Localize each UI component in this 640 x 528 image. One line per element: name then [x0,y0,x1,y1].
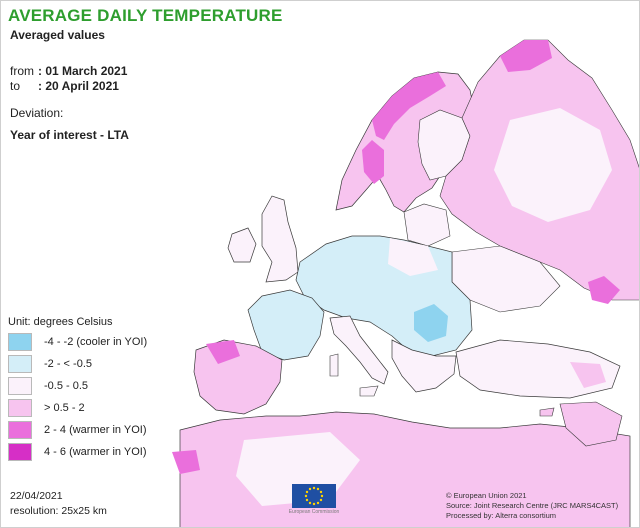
russia-southeast-warm [588,276,620,304]
processed-line: Processed by: Alterra consortium [446,511,557,520]
legend-label: 4 - 6 (warmer in YOI) [44,446,147,458]
european-commission-logo: European Commission [282,484,346,522]
legend-item: 2 - 4 (warmer in YOI) [8,420,198,440]
great-britain-region [261,195,299,283]
logo-text: European Commission [288,509,340,515]
legend-swatch [8,399,32,417]
eu-flag-icon [292,484,336,508]
map-title: AVERAGE DAILY TEMPERATURE [8,6,283,25]
period-to: to : 20 April 2021 [10,79,119,93]
eu-stars-icon [304,486,324,506]
resolution-label: resolution: 25x25 km [10,505,107,517]
balkans-region [391,339,457,393]
sardinia-region [329,353,339,377]
france-region [247,289,325,361]
legend-item: -2 - < -0.5 [8,354,198,374]
source-line: Source: Joint Research Centre (JRC MARS4… [446,501,619,510]
legend-swatch [8,355,32,373]
ireland-region [227,227,257,263]
from-value: : 01 March 2021 [38,64,128,78]
sweden-warm [362,140,384,184]
spain-warm [206,340,240,364]
issue-date: 22/04/2021 [10,490,63,502]
central-europe-region [295,235,473,357]
turkey-region [455,339,621,399]
russia-north-warm [500,40,552,72]
legend-label: > 0.5 - 2 [44,402,85,414]
north-africa-warm [172,450,200,474]
copyright-line: © European Union 2021 [446,491,527,500]
turkey-east-warm [570,362,606,388]
to-label: to [10,79,21,93]
legend-label: -2 - < -0.5 [44,358,92,370]
legend-unit: Unit: degrees Celsius [8,316,113,328]
russia-interior-neutral [494,108,612,222]
italy-region [329,315,389,385]
sicily-region [359,385,379,397]
period-from: from : 01 March 2021 [10,64,127,78]
deviation-value: Year of interest - LTA [10,128,129,142]
cyprus-region [539,407,555,417]
deviation-label: Deviation: [10,106,64,120]
legend-swatch [8,333,32,351]
norway-north-warm [372,72,446,140]
legend-label: -4 - -2 (cooler in YOI) [44,336,148,348]
legend-item: -0.5 - 0.5 [8,376,198,396]
credits: © European Union 2021 Source: Joint Rese… [446,491,618,521]
near-east-region [559,401,623,447]
legend-item: 4 - 6 (warmer in YOI) [8,442,198,462]
map-subtitle: Averaged values [10,28,105,42]
legend-item: > 0.5 - 2 [8,398,198,418]
legend-swatch [8,443,32,461]
legend-item: -4 - -2 (cooler in YOI) [8,332,198,352]
legend: Unit: degrees Celsius -4 - -2 (cooler in… [8,316,198,464]
legend-swatch [8,377,32,395]
legend-label: 2 - 4 (warmer in YOI) [44,424,147,436]
from-label: from [10,64,34,78]
romania-cool-core [414,304,448,342]
legend-swatch [8,421,32,439]
poland-neutral [388,238,438,276]
legend-label: -0.5 - 0.5 [44,380,89,392]
to-value: : 20 April 2021 [38,79,119,93]
baltic-region [403,203,451,247]
